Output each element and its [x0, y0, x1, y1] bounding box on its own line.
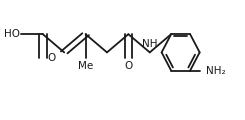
Text: O: O [124, 61, 133, 71]
Text: NH: NH [142, 39, 158, 49]
Text: HO: HO [4, 29, 20, 39]
Text: NH₂: NH₂ [206, 66, 225, 76]
Text: Me: Me [78, 61, 93, 71]
Text: O: O [48, 53, 56, 63]
